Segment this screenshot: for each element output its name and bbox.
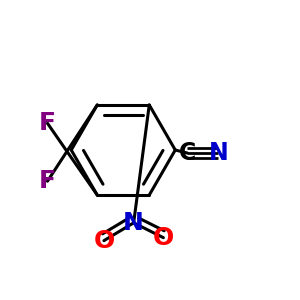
- Text: N: N: [208, 141, 228, 165]
- Text: O: O: [153, 226, 174, 250]
- Text: F: F: [39, 111, 56, 135]
- Text: C: C: [178, 141, 196, 165]
- Text: F: F: [39, 169, 56, 193]
- Text: O: O: [93, 229, 115, 253]
- Text: N: N: [123, 211, 144, 235]
